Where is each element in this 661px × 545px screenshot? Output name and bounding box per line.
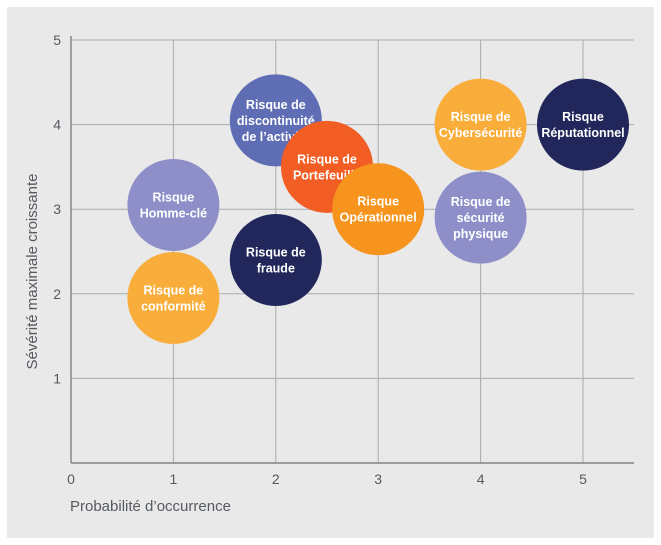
risk-bubble: Risque Homme-clé — [127, 158, 220, 251]
x-tick-label: 0 — [67, 471, 75, 487]
bubble-label: Risque de — [297, 152, 357, 166]
bubble-label: Homme-clé — [140, 206, 207, 220]
bubble-circle — [229, 213, 322, 306]
bubble-label: Risque de — [451, 110, 511, 124]
bubble-label: Cybersécurité — [439, 126, 522, 140]
x-tick-label: 5 — [579, 471, 587, 487]
bubble-label: Risque de — [451, 195, 511, 209]
risk-bubble: Risque Opérationnel — [332, 163, 425, 256]
tick-labels: 1 2 3 4 5 0 1 2 3 4 5 — [53, 32, 587, 487]
bubble-label: Risque — [562, 110, 604, 124]
axes — [70, 36, 634, 464]
y-axis-title: Sévérité maximale croissante — [24, 174, 41, 370]
y-tick-label: 3 — [53, 201, 61, 217]
bubble-label: physique — [453, 227, 508, 241]
bubble-circle — [127, 252, 220, 345]
x-tick-label: 4 — [477, 471, 485, 487]
x-tick-label: 3 — [374, 471, 382, 487]
x-tick-label: 1 — [170, 471, 178, 487]
bubble-label: Risque de — [246, 245, 306, 259]
bubble-circle — [127, 158, 220, 251]
y-tick-label: 1 — [53, 370, 61, 386]
bubble-label: Risque de — [144, 284, 204, 298]
x-axis-title: Probabilité d’occurrence — [70, 498, 231, 515]
risk-bubble: Risque Réputationnel — [537, 78, 629, 171]
bubble-label: Réputationnel — [541, 126, 624, 140]
bubble-label: Risque — [153, 190, 195, 204]
y-tick-label: 2 — [53, 286, 61, 302]
y-tick-label: 5 — [53, 32, 61, 48]
bubble-label: Risque de — [246, 98, 306, 112]
risk-bubble: Risque de fraude — [229, 213, 322, 306]
bubble-label: conformité — [141, 300, 206, 314]
bubble-label: discontinuité — [237, 114, 315, 128]
bubble-circle — [434, 171, 527, 264]
x-tick-label: 2 — [272, 471, 280, 487]
bubble-circle — [332, 163, 425, 256]
bubble-circle — [434, 78, 527, 171]
bubble-label: Opérationnel — [340, 211, 417, 225]
bubble-label: sécurité — [457, 211, 505, 225]
risk-bubble: Risque de conformité — [127, 252, 220, 345]
risk-bubble-chart: 1 2 3 4 5 0 1 2 3 4 5 Risque Homme-clé Risque de conf… — [24, 32, 634, 515]
bubble-label: fraude — [257, 261, 295, 275]
y-tick-label: 4 — [53, 117, 61, 133]
chart-panel: 1 2 3 4 5 0 1 2 3 4 5 Risque Homme-clé Risque de conf… — [7, 7, 654, 538]
risk-bubble: Risque de Cybersécurité — [434, 78, 527, 171]
bubble-label: Risque — [357, 195, 399, 209]
risk-bubble: Risque de sécurité physique — [434, 171, 527, 264]
bubble-circle — [537, 78, 629, 171]
